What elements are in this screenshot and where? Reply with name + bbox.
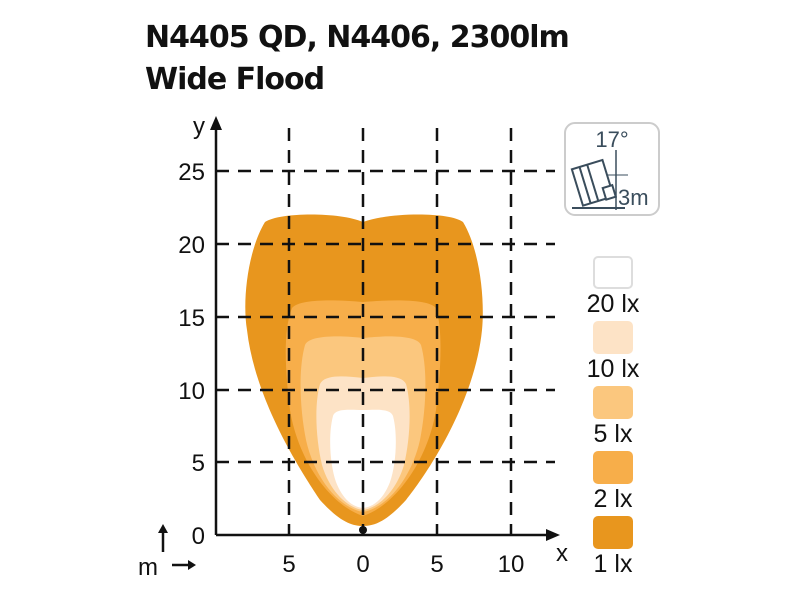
legend-swatch-10lx [593, 321, 633, 354]
title-line-1: N4405 QD, N4406, 2300lm [145, 20, 570, 55]
x-tick: 0 [356, 551, 369, 578]
y-tick: 15 [178, 305, 205, 332]
unit-arrows-icon [161, 530, 190, 567]
unit-label: m [138, 554, 158, 581]
title-line-2: Wide Flood [145, 62, 325, 97]
legend-swatch-5lx [593, 386, 633, 419]
y-tick: 20 [178, 232, 205, 259]
legend-label: 1 lx [593, 550, 633, 578]
x-axis-label: x [556, 540, 568, 567]
y-tick: 10 [178, 378, 205, 405]
y-tick: 0 [192, 523, 205, 550]
x-tick: 10 [498, 551, 525, 578]
axes [214, 125, 552, 537]
x-axis-arrow [546, 529, 560, 541]
y-axis-arrow [210, 116, 222, 130]
light-position-marker [359, 526, 367, 534]
x-tick: 5 [282, 551, 295, 578]
y-tick: 5 [192, 450, 205, 477]
mount-angle: 17° [595, 127, 628, 152]
legend-label: 20 lx [586, 290, 640, 318]
y-tick: 25 [178, 159, 205, 186]
legend-swatch-2lx [593, 451, 633, 484]
legend-swatch-20lx [593, 256, 633, 289]
legend-label: 10 lx [586, 355, 640, 383]
legend-label: 2 lx [593, 485, 633, 513]
legend-swatch-1lx [593, 516, 633, 549]
x-tick: 5 [430, 551, 443, 578]
grid [216, 128, 555, 535]
y-axis-label: y [193, 113, 205, 140]
mounting-angle-icon: 17° 3m [564, 122, 660, 216]
legend-label: 5 lx [593, 420, 633, 448]
mount-height: 3m [618, 185, 649, 210]
